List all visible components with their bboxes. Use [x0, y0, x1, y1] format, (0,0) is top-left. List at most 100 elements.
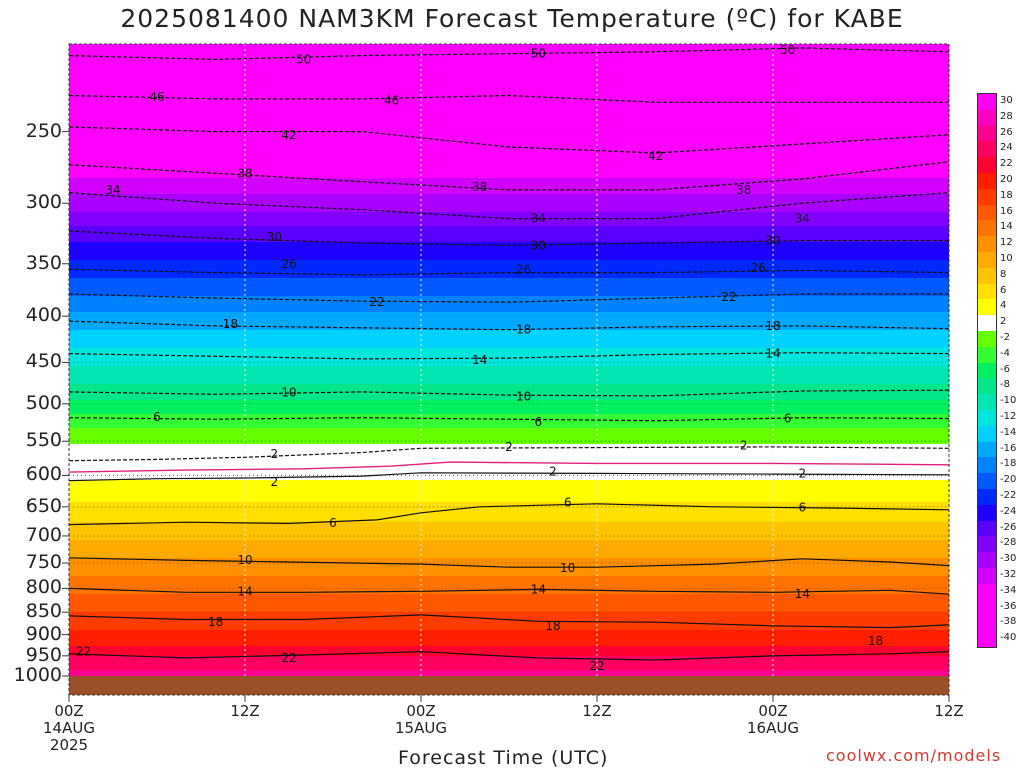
- temperature-band: [69, 596, 949, 599]
- colorbar-label: -36: [1000, 600, 1017, 612]
- temperature-band: [69, 410, 949, 413]
- temperature-band: [69, 178, 949, 181]
- temperature-band: [69, 254, 949, 257]
- y-tick-label: 250: [25, 119, 62, 142]
- temperature-band: [69, 358, 949, 361]
- x-tick-label: 00Z 14AUG 2025: [43, 702, 95, 754]
- temperature-band: [69, 334, 949, 337]
- temperature-band: [69, 616, 949, 619]
- temperature-band: [69, 606, 949, 609]
- colorbar-cell: [978, 378, 996, 395]
- temperature-band: [69, 138, 949, 141]
- temperature-band: [69, 538, 949, 541]
- y-tick-label: 350: [25, 251, 62, 274]
- colorbar-cell: [978, 109, 996, 127]
- temperature-band: [69, 598, 949, 601]
- temperature-band: [69, 600, 949, 603]
- colorbar-label: 4: [1000, 300, 1007, 312]
- contour-label: 2: [549, 464, 557, 478]
- colorbar-label: 16: [1000, 205, 1013, 217]
- temperature-band: [69, 176, 949, 179]
- temperature-band: [69, 652, 949, 655]
- temperature-band: [69, 192, 949, 195]
- temperature-band: [69, 638, 949, 641]
- temperature-band: [69, 674, 949, 677]
- temperature-band: [69, 150, 949, 153]
- colorbar-label: 10: [1000, 252, 1013, 264]
- temperature-band: [69, 412, 949, 415]
- colorbar-cell: [978, 441, 996, 458]
- colorbar-label: -8: [1000, 379, 1010, 391]
- temperature-band: [69, 190, 949, 193]
- colorbar-label: -34: [1000, 584, 1017, 596]
- temperature-band: [69, 272, 949, 275]
- temperature-band: [69, 166, 949, 169]
- temperature-band: [69, 354, 949, 357]
- colorbar-label: 22: [1000, 158, 1013, 170]
- temperature-band: [69, 640, 949, 643]
- temperature-band: [69, 516, 949, 519]
- temperature-band: [69, 74, 949, 77]
- temperature-band: [69, 612, 949, 615]
- temperature-band: [69, 184, 949, 187]
- temperature-band: [69, 182, 949, 185]
- contour-label: 6: [535, 415, 543, 429]
- contour-label: 2: [505, 440, 513, 454]
- temperature-band: [69, 532, 949, 535]
- contour-label: 50: [531, 47, 546, 61]
- temperature-band: [69, 628, 949, 631]
- contour-line: [68, 587, 950, 595]
- contour-line: [68, 472, 950, 482]
- temperature-band: [69, 120, 949, 123]
- contour-line: [68, 126, 950, 154]
- temperature-band: [69, 556, 949, 559]
- temperature-band: [69, 396, 949, 399]
- temperature-band: [69, 266, 949, 269]
- temperature-band: [69, 248, 949, 251]
- contour-line: [68, 161, 950, 191]
- temperature-band: [69, 106, 949, 109]
- y-tick-label: 450: [25, 350, 62, 373]
- temperature-band: [69, 460, 949, 463]
- colorbar-label: -12: [1000, 410, 1017, 422]
- temperature-band: [69, 236, 949, 239]
- contour-line: [68, 268, 950, 276]
- colorbar-label: -16: [1000, 442, 1017, 454]
- temperature-band: [69, 406, 949, 409]
- y-tick-label: 400: [25, 304, 62, 327]
- temperature-band: [69, 310, 949, 313]
- contour-label: 22: [589, 659, 604, 673]
- contour-label: 6: [153, 410, 161, 424]
- temperature-band: [69, 276, 949, 279]
- temperature-band: [69, 360, 949, 363]
- temperature-band: [69, 122, 949, 125]
- temperature-band: [69, 278, 949, 281]
- temperature-band: [69, 408, 949, 411]
- temperature-band: [69, 624, 949, 627]
- temperature-band: [69, 364, 949, 367]
- colorbar: [977, 93, 997, 648]
- source-credit: coolwx.com/models: [826, 746, 1002, 765]
- temperature-band: [69, 390, 949, 393]
- colorbar-cell: [978, 536, 996, 553]
- contour-label: 18: [868, 634, 883, 648]
- contour-line: [68, 557, 950, 568]
- contour-line: [68, 446, 950, 462]
- temperature-band: [69, 46, 949, 49]
- temperature-band: [69, 260, 949, 263]
- temperature-band: [69, 66, 949, 69]
- contour-label: 38: [237, 166, 252, 180]
- contour-label: 6: [329, 516, 337, 530]
- temperature-band: [69, 118, 949, 121]
- colorbar-label: -10: [1000, 395, 1017, 407]
- temperature-band: [69, 648, 949, 651]
- temperature-band: [69, 514, 949, 517]
- temperature-band: [69, 666, 949, 669]
- temperature-band: [69, 82, 949, 85]
- contour-label: 2: [799, 466, 807, 480]
- colorbar-cell: [978, 252, 996, 269]
- temperature-fill-bands: [69, 44, 949, 677]
- temperature-band: [69, 392, 949, 395]
- contour-label: 14: [472, 353, 487, 367]
